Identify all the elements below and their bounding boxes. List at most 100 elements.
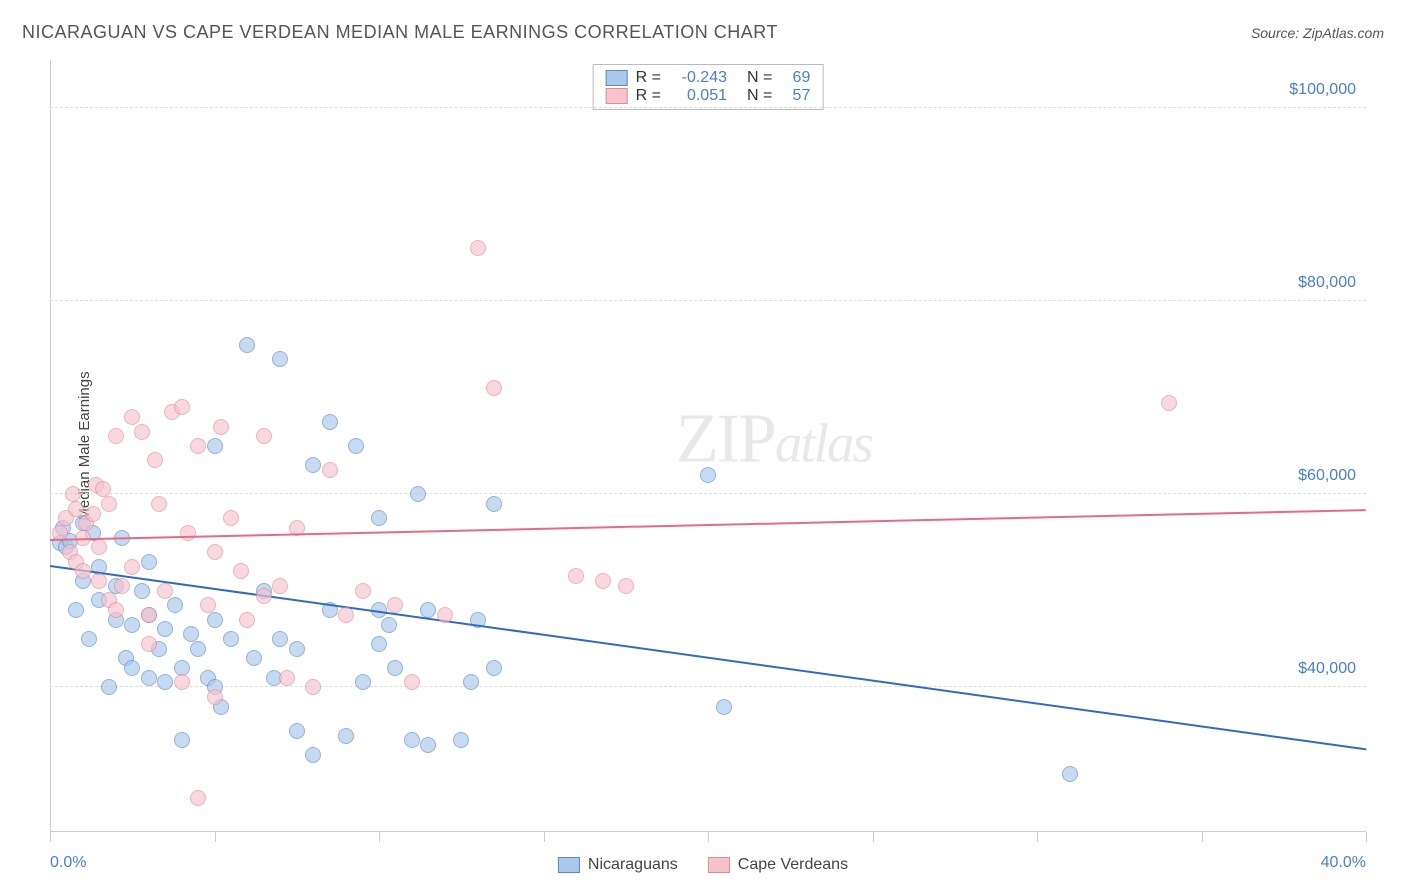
data-point [387, 597, 403, 613]
x-tick [50, 832, 51, 842]
data-point [174, 674, 190, 690]
trend-line [50, 509, 1366, 541]
x-tick [215, 832, 216, 842]
data-point [81, 631, 97, 647]
data-point [1161, 395, 1177, 411]
y-tick-label: $100,000 [1289, 81, 1356, 99]
data-point [65, 486, 81, 502]
legend-label: Nicaraguans [588, 856, 678, 874]
data-point [322, 414, 338, 430]
data-point [371, 636, 387, 652]
data-point [68, 602, 84, 618]
data-point [134, 583, 150, 599]
r-value: -0.243 [669, 69, 727, 87]
data-point [147, 452, 163, 468]
n-label: N = [747, 87, 772, 105]
data-point [124, 660, 140, 676]
data-point [167, 597, 183, 613]
x-tick [873, 832, 874, 842]
data-point [200, 597, 216, 613]
legend-swatch [606, 88, 628, 104]
r-label: R = [636, 87, 661, 105]
data-point [174, 732, 190, 748]
data-point [289, 641, 305, 657]
data-point [207, 544, 223, 560]
x-tick [544, 832, 545, 842]
grid-line [50, 300, 1366, 301]
data-point [124, 559, 140, 575]
data-point [91, 539, 107, 555]
data-point [404, 674, 420, 690]
y-tick-label: $80,000 [1298, 274, 1356, 292]
data-point [305, 679, 321, 695]
data-point [91, 573, 107, 589]
data-point [157, 621, 173, 637]
x-tick [1366, 832, 1367, 842]
data-point [272, 578, 288, 594]
x-tick [1202, 832, 1203, 842]
data-point [272, 351, 288, 367]
data-point [85, 506, 101, 522]
data-point [387, 660, 403, 676]
watermark-atlas: atlas [775, 413, 872, 474]
correlation-legend-row: R =0.051N =57 [606, 87, 811, 105]
data-point [437, 607, 453, 623]
data-point [207, 689, 223, 705]
x-axis-min-label: 0.0% [50, 854, 86, 872]
data-point [141, 636, 157, 652]
correlation-legend: R = -0.243 N = 69R =0.051N =57 [593, 64, 824, 110]
correlation-legend-row: R =-0.243N =69 [606, 69, 811, 87]
data-point [108, 428, 124, 444]
data-point [190, 790, 206, 806]
n-value: 69 [780, 69, 810, 87]
data-point [68, 501, 84, 517]
data-point [141, 554, 157, 570]
data-point [420, 737, 436, 753]
data-point [207, 612, 223, 628]
data-point [190, 641, 206, 657]
data-point [233, 563, 249, 579]
data-point [124, 617, 140, 633]
data-point [420, 602, 436, 618]
data-point [101, 496, 117, 512]
data-point [463, 674, 479, 690]
legend-swatch [708, 857, 730, 873]
source-attribution: Source: ZipAtlas.com [1251, 25, 1384, 41]
data-point [410, 486, 426, 502]
x-axis-max-label: 40.0% [1321, 854, 1366, 872]
data-point [470, 240, 486, 256]
y-tick-label: $60,000 [1298, 467, 1356, 485]
data-point [134, 424, 150, 440]
data-point [246, 650, 262, 666]
data-point [305, 747, 321, 763]
data-point [174, 399, 190, 415]
data-point [141, 607, 157, 623]
data-point [338, 607, 354, 623]
title-bar: NICARAGUAN VS CAPE VERDEAN MEDIAN MALE E… [22, 22, 1384, 43]
data-point [700, 467, 716, 483]
data-point [381, 617, 397, 633]
legend-swatch [606, 70, 628, 86]
data-point [404, 732, 420, 748]
data-point [338, 728, 354, 744]
plot-area: ZIPatlas R = -0.243 N = 69R =0.051N =57 $40… [50, 60, 1366, 832]
grid-line [50, 493, 1366, 494]
legend-swatch [558, 857, 580, 873]
data-point [486, 660, 502, 676]
y-tick-label: $40,000 [1298, 660, 1356, 678]
series-legend: NicaraguansCape Verdeans [558, 856, 848, 874]
data-point [207, 438, 223, 454]
data-point [239, 337, 255, 353]
data-point [486, 380, 502, 396]
y-axis-line [50, 60, 51, 832]
data-point [239, 612, 255, 628]
watermark-zip: ZIP [676, 401, 775, 478]
data-point [141, 670, 157, 686]
data-point [355, 674, 371, 690]
data-point [190, 438, 206, 454]
n-label: N = [747, 69, 772, 87]
data-point [322, 462, 338, 478]
x-tick [1037, 832, 1038, 842]
data-point [124, 409, 140, 425]
data-point [568, 568, 584, 584]
